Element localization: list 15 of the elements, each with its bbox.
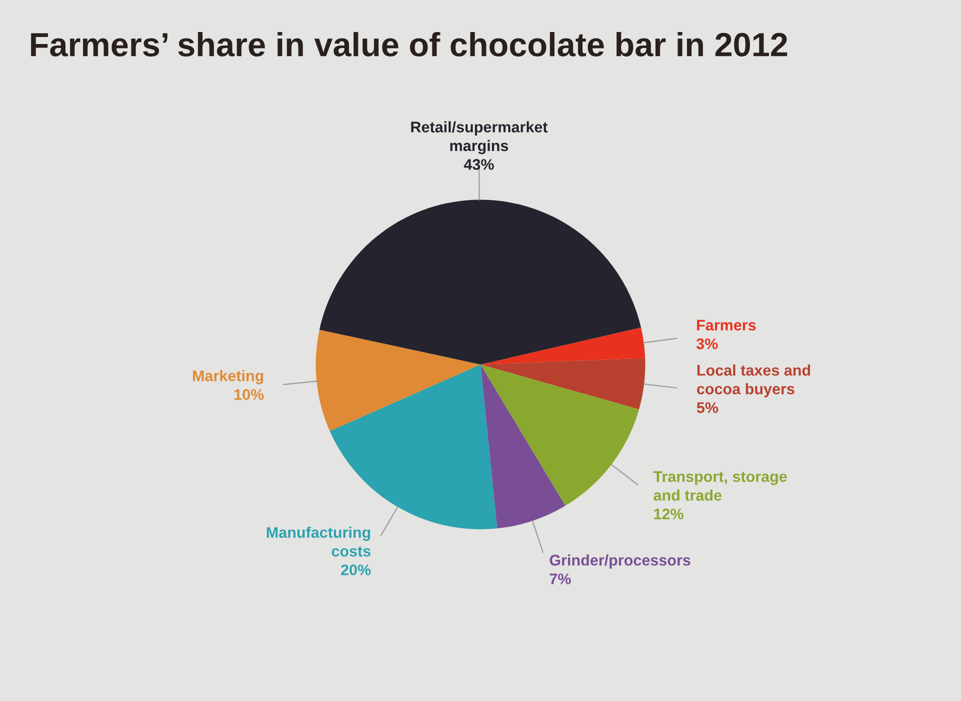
data-label: 7% [550,574,571,584]
data-label: 5% [696,402,718,414]
data-label: 3% [696,338,718,350]
slice-label: Farmers [697,320,756,331]
slice-label: Transport, storage and trade [653,471,787,501]
chart-title: Farmers’ share in value of chocolate bar in 2012 [31,32,788,56]
slice-label: Retail/supermarket margins [411,121,548,154]
slice-label: Local taxes and cocoa buyers [697,364,810,398]
data-label: 43% [464,159,494,170]
data-label: 20% [341,564,371,576]
data-label: 12% [654,508,684,520]
slice-label: Marketing [193,370,264,384]
slice-label: Grinder/processors [550,554,690,569]
slice-label: Manufacturing costs [266,526,370,557]
data-label: 10% [234,389,264,400]
